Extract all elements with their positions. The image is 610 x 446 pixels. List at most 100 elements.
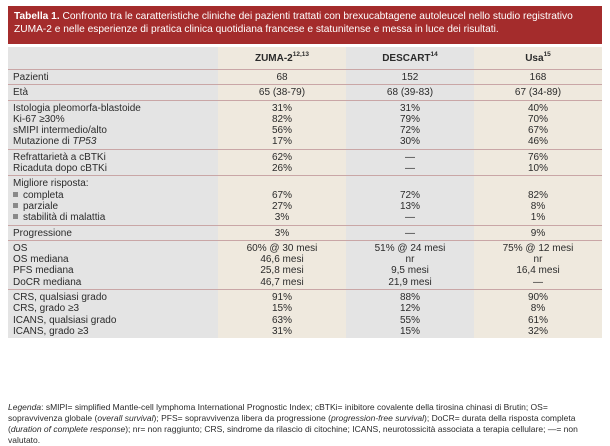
header-empty-cell — [8, 47, 218, 70]
row-label-cell: Pazienti — [8, 70, 218, 85]
value-cell-descart: 31% 79% 72% 30% — [346, 99, 474, 149]
cell-value: 46,6 mesi — [260, 254, 304, 266]
row-label: Ki-67 ≥30% — [13, 113, 65, 125]
value-cell-usa: 82% 8% 1% — [474, 175, 602, 225]
table-body: Pazienti 68 152 168 Età 65 (38-79) 68 (39-83) 6… — [8, 70, 602, 339]
cell-value: — — [405, 227, 415, 239]
value-cell-zuma2: 65 (38-79) — [218, 84, 346, 100]
row-label-cell: Refrattarietà a cBTKi Ricaduta dopo cBTKi — [8, 148, 218, 176]
cell-value — [218, 178, 346, 189]
cell-value: 88% — [399, 292, 420, 304]
cell-value: 46% — [527, 136, 548, 148]
cell-value: 72% — [399, 189, 420, 201]
cell-value: 21,9 mesi — [388, 276, 432, 288]
cell-value: 40% — [527, 102, 548, 114]
table-row: Età 65 (38-79) 68 (39-83) 67 (34-89) — [8, 84, 602, 100]
cell-value: — — [405, 212, 415, 224]
row-label-cell: Istologia pleomorfa-blastoide Ki-67 ≥30% s… — [8, 99, 218, 149]
cell-value: 82% — [271, 113, 292, 125]
legend-italic-1: overall survival — [97, 413, 154, 423]
cell-value: 72% — [399, 125, 420, 137]
row-label: ICANS, grado ≥3 — [13, 325, 89, 337]
cell-value: 26% — [271, 163, 292, 175]
value-cell-zuma2: 91% 15% 63% 31% — [218, 289, 346, 339]
bullet-square-icon — [13, 202, 18, 208]
cell-value: 67% — [271, 189, 292, 201]
cell-value — [474, 178, 602, 189]
row-label: OS — [13, 242, 28, 254]
cell-value: 67 (34-89) — [514, 87, 562, 99]
cell-value: 75% @ 12 mesi — [502, 242, 574, 254]
value-cell-descart: 88% 12% 55% 15% — [346, 289, 474, 339]
cell-value: 90% — [527, 292, 548, 304]
value-cell-zuma2: 62% 26% — [218, 148, 346, 176]
table-row: CRS, qualsiasi grado CRS, grado ≥3 ICANS, … — [8, 289, 602, 339]
row-label: OS mediana — [13, 254, 69, 266]
table-row: Pazienti 68 152 168 — [8, 70, 602, 85]
table-row: OS OS mediana PFS mediana DoCR mediana 60% @… — [8, 239, 602, 290]
cell-value: — — [533, 276, 543, 288]
value-cell-zuma2: 3% — [218, 224, 346, 240]
row-label: Istologia pleomorfa-blastoide — [13, 102, 141, 114]
cell-value: 79% — [399, 113, 420, 125]
value-cell-usa: 75% @ 12 mesi nr 16,4 mesi — — [474, 239, 602, 290]
row-label: sMIPI intermedio/alto — [13, 125, 107, 137]
cell-value: 61% — [527, 314, 548, 326]
cell-value: 91% — [271, 292, 292, 304]
legend-prefix: Legenda — [8, 402, 42, 412]
value-cell-descart: — — [346, 224, 474, 240]
value-cell-descart: 72% 13% — — [346, 175, 474, 225]
column-header-descart: DESCART14 — [346, 47, 474, 70]
cell-value: 67% — [527, 125, 548, 137]
value-cell-usa: 76% 10% — [474, 148, 602, 176]
row-label: Migliore risposta: — [13, 178, 89, 190]
cell-value: 56% — [271, 125, 292, 137]
cell-value: 1% — [530, 212, 546, 224]
value-cell-usa: 168 — [474, 70, 602, 85]
value-cell-zuma2: 68 — [218, 70, 346, 85]
cell-value: 8% — [530, 200, 546, 212]
value-cell-usa: 40% 70% 67% 46% — [474, 99, 602, 149]
cell-value: 3% — [274, 227, 290, 239]
value-cell-descart: 152 — [346, 70, 474, 85]
cell-value: 70% — [527, 113, 548, 125]
cell-value: 152 — [401, 72, 419, 83]
cell-value: 46,7 mesi — [260, 276, 304, 288]
row-label: parziale — [13, 201, 218, 212]
data-table: ZUMA-212,13 DESCART14 Usa15 Pazienti 68 15… — [8, 47, 602, 339]
cell-value: 30% — [399, 136, 420, 148]
table-caption-label: Tabella 1. — [14, 11, 60, 22]
cell-value: 17% — [271, 136, 292, 148]
table-row: Refrattarietà a cBTKi Ricaduta dopo cBTKi… — [8, 148, 602, 176]
row-label: Ricaduta dopo cBTKi — [13, 163, 107, 175]
legend-italic-3: duration of complete response — [10, 424, 126, 434]
cell-value: 68 — [276, 72, 288, 83]
cell-value: 76% — [527, 151, 548, 163]
cell-value: 10% — [527, 163, 548, 175]
cell-value: 13% — [399, 200, 420, 212]
row-label-cell: CRS, qualsiasi grado CRS, grado ≥3 ICANS, … — [8, 289, 218, 339]
value-cell-descart: 51% @ 24 mesi nr 9,5 mesi 21,9 mesi — [346, 239, 474, 290]
cell-value: 15% — [399, 325, 420, 337]
bullet-square-icon — [13, 191, 18, 197]
value-cell-usa: 9% — [474, 224, 602, 240]
cell-value: nr — [405, 254, 415, 266]
row-label: completa — [13, 190, 218, 201]
table-header-row: ZUMA-212,13 DESCART14 Usa15 — [8, 47, 602, 70]
cell-value: 31% — [399, 102, 420, 114]
table-caption-text: Confronto tra le caratteristiche clinich… — [14, 11, 573, 35]
cell-value: 25,8 mesi — [260, 265, 304, 277]
row-label-cell: OS OS mediana PFS mediana DoCR mediana — [8, 239, 218, 290]
cell-value: 168 — [529, 72, 547, 83]
cell-value: 55% — [399, 314, 420, 326]
cell-value: 51% @ 24 mesi — [374, 242, 446, 254]
cell-value: 8% — [530, 303, 546, 315]
row-label: Pazienti — [13, 72, 49, 83]
cell-value: nr — [533, 254, 543, 266]
row-label: stabilità di malattia — [13, 212, 218, 223]
row-label-cell: Migliore risposta: completa parziale stabil… — [8, 175, 218, 225]
cell-value: 9% — [530, 227, 546, 239]
value-cell-zuma2: 67% 27% 3% — [218, 175, 346, 225]
cell-value: 31% — [271, 102, 292, 114]
table-row: Istologia pleomorfa-blastoide Ki-67 ≥30% s… — [8, 99, 602, 149]
